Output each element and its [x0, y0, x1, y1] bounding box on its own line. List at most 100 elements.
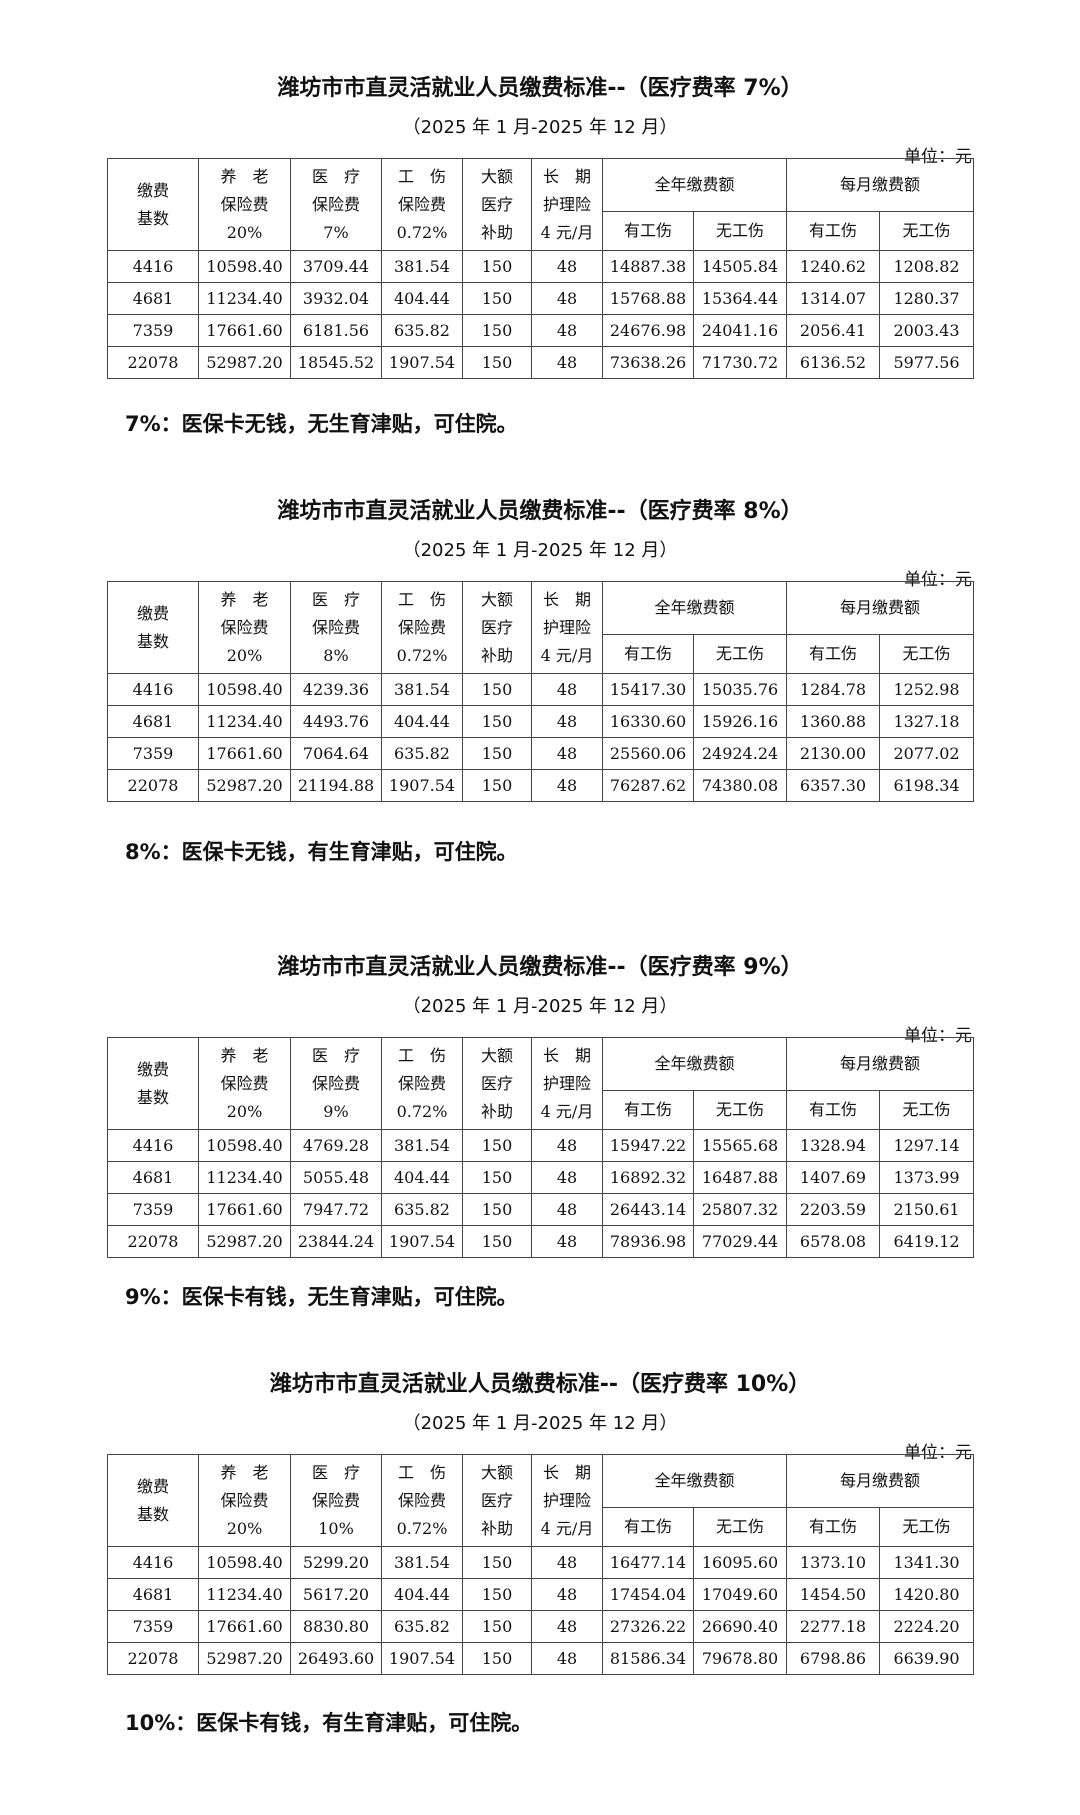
- table-cell: 76287.62: [602, 769, 694, 802]
- table-cell: 14887.38: [602, 250, 694, 283]
- table-cell: 15565.68: [692, 1129, 788, 1162]
- table-cell: 48: [531, 1225, 603, 1258]
- table-cell: 2003.43: [879, 314, 975, 347]
- table-cell: 1284.78: [786, 673, 881, 706]
- header-pension: 养 老保险费 20%: [198, 158, 291, 251]
- table-cell: 404.44: [381, 1578, 463, 1611]
- table-cell: 24041.16: [692, 314, 788, 347]
- header-base: 缴费基数: [107, 581, 199, 674]
- table-cell: 150: [462, 346, 532, 379]
- table-cell: 17661.60: [198, 314, 291, 347]
- table-cell: 2077.02: [879, 737, 975, 770]
- table-cell: 1373.10: [786, 1546, 881, 1579]
- table-row: 4416 10598.40 5299.20 381.54 150 48 16477.14 16…: [107, 1546, 975, 1579]
- table-cell: 15417.30: [602, 673, 694, 706]
- header-line: 4 元/月: [540, 645, 594, 665]
- header-medical: 医 疗保险费 7%: [290, 158, 382, 251]
- table-cell: 77029.44: [692, 1225, 788, 1258]
- header-line: 保险费: [311, 194, 360, 214]
- table-cell: 635.82: [381, 737, 463, 770]
- table-cell: 5055.48: [290, 1161, 382, 1194]
- header-line: 大额: [480, 1045, 513, 1065]
- table-cell: 1252.98: [879, 673, 975, 706]
- header-long-term-care: 长 期护理险 4 元/月: [531, 158, 603, 251]
- header-monthly-total: 每月缴费额: [786, 1454, 975, 1508]
- header-line: 缴费基数: [137, 603, 170, 651]
- table-cell: 381.54: [381, 1129, 463, 1162]
- table-cell: 150: [462, 1161, 532, 1194]
- table-cell: 48: [531, 346, 603, 379]
- table-cell: 150: [462, 769, 532, 802]
- header-line: 0.72%: [396, 1101, 448, 1121]
- header-line: 养 老: [220, 1462, 269, 1482]
- table-cell: 1454.50: [786, 1578, 881, 1611]
- header-pension: 养 老保险费 20%: [198, 1454, 291, 1547]
- table-cell: 4493.76: [290, 705, 382, 738]
- table-cell: 48: [531, 314, 603, 347]
- section-note: 8%：医保卡无钱，有生育津贴，可住院。: [125, 840, 518, 864]
- header-injury: 工 伤保险费 0.72%: [381, 581, 463, 674]
- table-cell: 27326.22: [602, 1610, 694, 1643]
- table-cell: 48: [531, 769, 603, 802]
- section-title: 潍坊市市直灵活就业人员缴费标准--（医疗费率 7%）: [277, 76, 803, 101]
- table-cell: 48: [531, 1161, 603, 1194]
- table-cell: 48: [531, 705, 603, 738]
- table-row: 7359 17661.60 8830.80 635.82 150 48 27326.22 26…: [107, 1610, 975, 1643]
- header-line: 保险费: [220, 1073, 269, 1093]
- table-cell: 404.44: [381, 1161, 463, 1194]
- table-cell: 3932.04: [290, 282, 382, 315]
- header-line: 大额: [480, 589, 513, 609]
- payment-table: 缴费基数养 老保险费 20% 医 疗保险费 9% 工 伤保险费 0.72% 大额 医疗 补助长 …: [107, 1037, 975, 1258]
- header-without-injury: 无工伤: [879, 1090, 975, 1130]
- table-cell: 79678.80: [692, 1642, 788, 1675]
- header-line: 20%: [226, 222, 263, 242]
- payment-table-section: 潍坊市市直灵活就业人员缴费标准--（医疗费率 8%） （2025 年 1 月-20…: [0, 493, 1080, 893]
- header-pension: 养 老保险费 20%: [198, 1037, 291, 1130]
- table-cell: 150: [462, 705, 532, 738]
- table-cell: 150: [462, 1642, 532, 1675]
- table-row: 4681 11234.40 5617.20 404.44 150 48 17454.04 17…: [107, 1578, 975, 1611]
- table-cell: 3709.44: [290, 250, 382, 283]
- table-cell: 22078: [107, 1225, 199, 1258]
- table-cell: 150: [462, 314, 532, 347]
- table-cell: 6578.08: [786, 1225, 881, 1258]
- header-line: 医 疗: [311, 1045, 360, 1065]
- table-cell: 16095.60: [692, 1546, 788, 1579]
- header-with-injury: 有工伤: [602, 634, 694, 674]
- table-cell: 1907.54: [381, 1225, 463, 1258]
- header-injury: 工 伤保险费 0.72%: [381, 1454, 463, 1547]
- table-cell: 11234.40: [198, 705, 291, 738]
- table-cell: 8830.80: [290, 1610, 382, 1643]
- table-cell: 6357.30: [786, 769, 881, 802]
- table-cell: 635.82: [381, 1193, 463, 1226]
- header-line: 工 伤: [397, 166, 446, 186]
- payment-table: 缴费基数养 老保险费 20% 医 疗保险费 8% 工 伤保险费 0.72% 大额 医疗 补助长 …: [107, 581, 975, 802]
- header-medical: 医 疗保险费 9%: [290, 1037, 382, 1130]
- table-cell: 15947.22: [602, 1129, 694, 1162]
- header-major-medical: 大额 医疗 补助: [462, 1454, 532, 1547]
- table-cell: 1407.69: [786, 1161, 881, 1194]
- table-cell: 150: [462, 1225, 532, 1258]
- header-line: 长 期: [542, 1462, 591, 1482]
- header-line: 医 疗: [311, 166, 360, 186]
- section-subtitle: （2025 年 1 月-2025 年 12 月）: [402, 117, 678, 138]
- table-cell: 22078: [107, 769, 199, 802]
- header-annual-total: 全年缴费额: [601, 1037, 788, 1091]
- header-line: 医 疗: [311, 1462, 360, 1482]
- table-row: 7359 17661.60 6181.56 635.82 150 48 24676.98 24…: [107, 314, 975, 347]
- table-cell: 81586.34: [602, 1642, 694, 1675]
- table-cell: 1327.18: [879, 705, 975, 738]
- table-row: 22078 52987.20 26493.60 1907.54 150 48 81586.3…: [107, 1642, 975, 1675]
- table-cell: 381.54: [381, 673, 463, 706]
- table-cell: 22078: [107, 1642, 199, 1675]
- header-line: 补助: [480, 645, 513, 665]
- table-cell: 150: [462, 737, 532, 770]
- table-cell: 7947.72: [290, 1193, 382, 1226]
- header-line: 养 老: [220, 1045, 269, 1065]
- table-cell: 16330.60: [602, 705, 694, 738]
- header-line: 4 元/月: [540, 1518, 594, 1538]
- header-line: 长 期: [542, 589, 591, 609]
- header-line: 医疗: [480, 617, 513, 637]
- payment-table-section: 潍坊市市直灵活就业人员缴费标准--（医疗费率 9%） （2025 年 1 月-20…: [0, 949, 1080, 1349]
- table-cell: 4681: [107, 1161, 199, 1194]
